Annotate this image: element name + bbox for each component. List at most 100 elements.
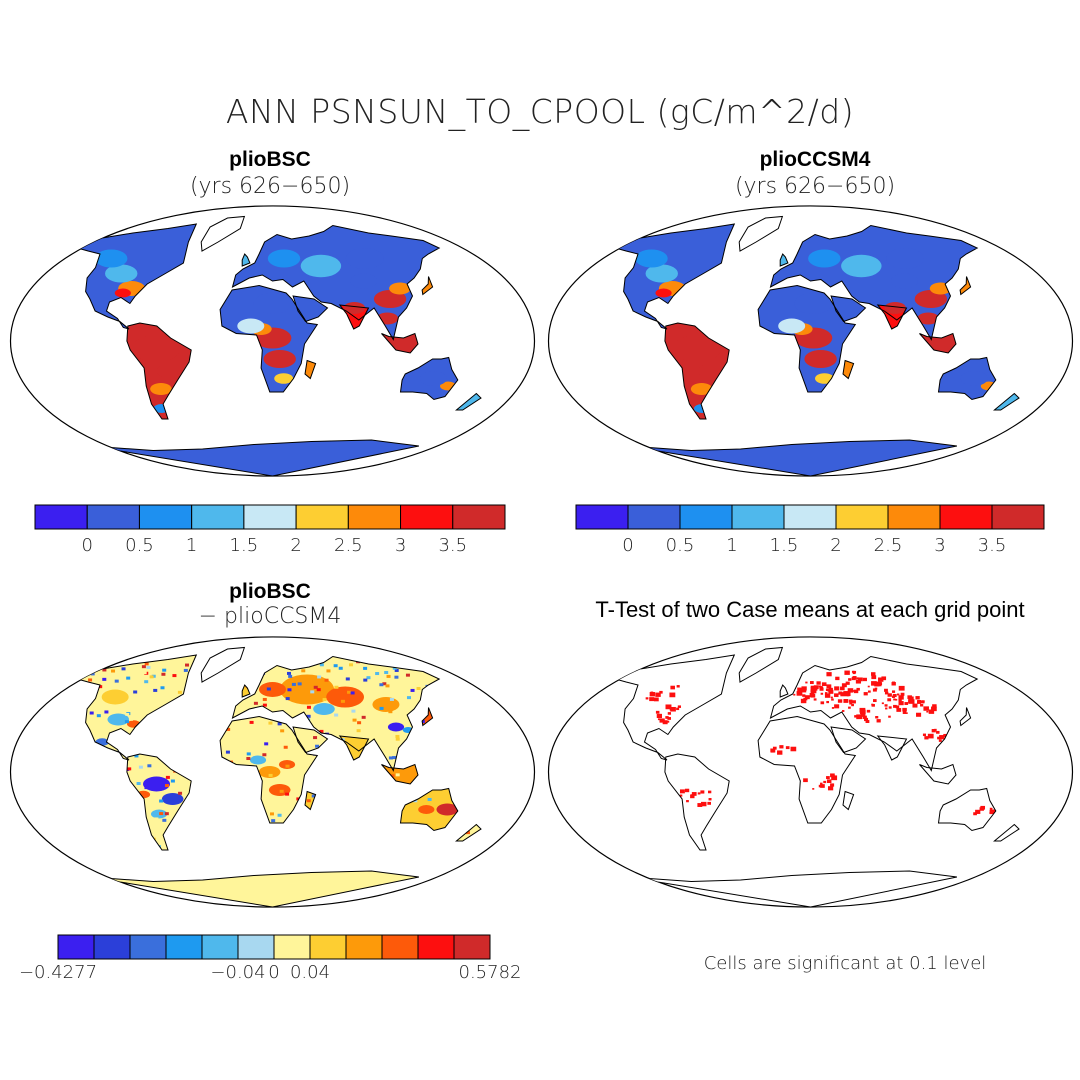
significant-cell — [677, 705, 681, 708]
coastline-greenland — [200, 646, 246, 683]
grid-cell — [390, 774, 395, 778]
field-patch — [794, 293, 833, 314]
field-patch — [253, 293, 292, 314]
grid-cell — [128, 717, 133, 721]
significant-cell — [851, 676, 856, 681]
field-patch — [156, 363, 184, 379]
colorbar-swatch — [991, 504, 1045, 530]
significant-cell — [770, 748, 776, 753]
field-patch — [690, 383, 713, 395]
significant-cell — [814, 686, 819, 689]
significant-cell — [973, 812, 977, 816]
significant-cell — [669, 692, 676, 698]
significant-cell — [665, 704, 672, 710]
significance-note: Cells are significant at 0.1 level — [703, 953, 987, 974]
grid-cell — [285, 697, 290, 701]
significant-cell — [874, 687, 878, 690]
significant-cell — [990, 810, 994, 814]
significant-cell — [824, 692, 828, 695]
significant-cell — [820, 782, 823, 785]
significant-cell — [676, 685, 680, 688]
significant-cell — [813, 698, 817, 701]
significant-cell — [831, 775, 838, 781]
panel-title-top-right: plioCCSM4 — [759, 148, 871, 171]
grid-cell — [317, 675, 322, 679]
coastline-seasia — [381, 763, 419, 785]
coastline-africa — [757, 284, 857, 393]
field-patch — [418, 805, 435, 814]
grid-cell — [395, 734, 400, 738]
field-patch — [372, 697, 400, 712]
significant-cell — [826, 684, 832, 689]
grid-cell — [386, 674, 391, 678]
significant-cell — [895, 698, 898, 701]
grid-cell — [159, 799, 164, 803]
grid-cell — [350, 691, 355, 695]
significant-cell — [816, 681, 821, 685]
significant-cell — [810, 692, 815, 696]
significant-cell — [793, 693, 796, 696]
grid-cell — [124, 720, 129, 724]
significant-cell — [845, 681, 850, 685]
grid-cell — [269, 812, 274, 816]
significant-cell — [831, 698, 834, 701]
colorbar-swatch — [381, 934, 419, 960]
significant-cell — [840, 692, 846, 697]
coastline-eurasia — [769, 655, 979, 772]
colorbar-bottom-left — [57, 934, 491, 960]
grid-cell — [149, 675, 154, 679]
field-patch — [278, 760, 296, 769]
landmass-newzealand — [994, 393, 1019, 410]
significant-cell — [866, 709, 871, 713]
colorbar-tick-label: 2 — [290, 535, 302, 556]
significant-cell — [902, 711, 907, 714]
coastline-madagascar — [304, 359, 317, 380]
grid-cell — [121, 667, 126, 671]
significant-cell — [892, 681, 895, 684]
significant-cell — [835, 676, 840, 681]
significant-cell — [649, 697, 655, 702]
field-patch — [804, 350, 837, 368]
significant-cell — [669, 708, 673, 711]
grid-cell — [382, 682, 387, 686]
significant-cell — [852, 670, 857, 674]
significant-cell — [777, 751, 782, 755]
grid-cell — [10, 731, 14, 734]
significant-cell — [898, 699, 902, 702]
grid-cell — [297, 682, 302, 686]
field-patch — [890, 273, 918, 289]
significant-cell — [826, 700, 830, 704]
coastline-uk — [241, 684, 251, 698]
map-top-left — [9, 205, 536, 477]
significant-cell — [827, 786, 834, 791]
grid-cell — [392, 756, 397, 760]
significant-cell — [898, 685, 905, 691]
grid-cell — [410, 688, 415, 692]
grid-cell — [291, 769, 296, 773]
significant-cell — [827, 688, 832, 692]
significant-cell — [856, 714, 863, 720]
grid-cell — [324, 678, 329, 682]
grid-cell — [331, 698, 336, 702]
field-patch — [280, 674, 335, 705]
grid-cell — [177, 690, 182, 694]
significant-cell — [657, 718, 661, 721]
significant-cell — [844, 691, 851, 696]
field-patch — [387, 722, 405, 732]
significant-cell — [690, 794, 693, 797]
field-patch — [346, 737, 363, 747]
significant-cell — [779, 745, 784, 749]
grid-cell — [386, 769, 391, 773]
significant-cell — [645, 697, 649, 700]
landmass-uk — [242, 254, 250, 266]
grid-cell — [361, 715, 366, 719]
panel-subtitle-top-right: (yrs 626−650) — [734, 174, 896, 199]
significant-cell — [659, 718, 665, 723]
coastline-samerica — [126, 322, 192, 420]
grid-cell — [144, 662, 149, 666]
significant-cell — [891, 690, 896, 693]
grid-cell — [394, 668, 399, 672]
colorbar-tick-label: 0.5 — [125, 535, 154, 556]
colorbar-tick-label: 3.5 — [438, 535, 468, 556]
coastline-namerica — [75, 223, 198, 330]
